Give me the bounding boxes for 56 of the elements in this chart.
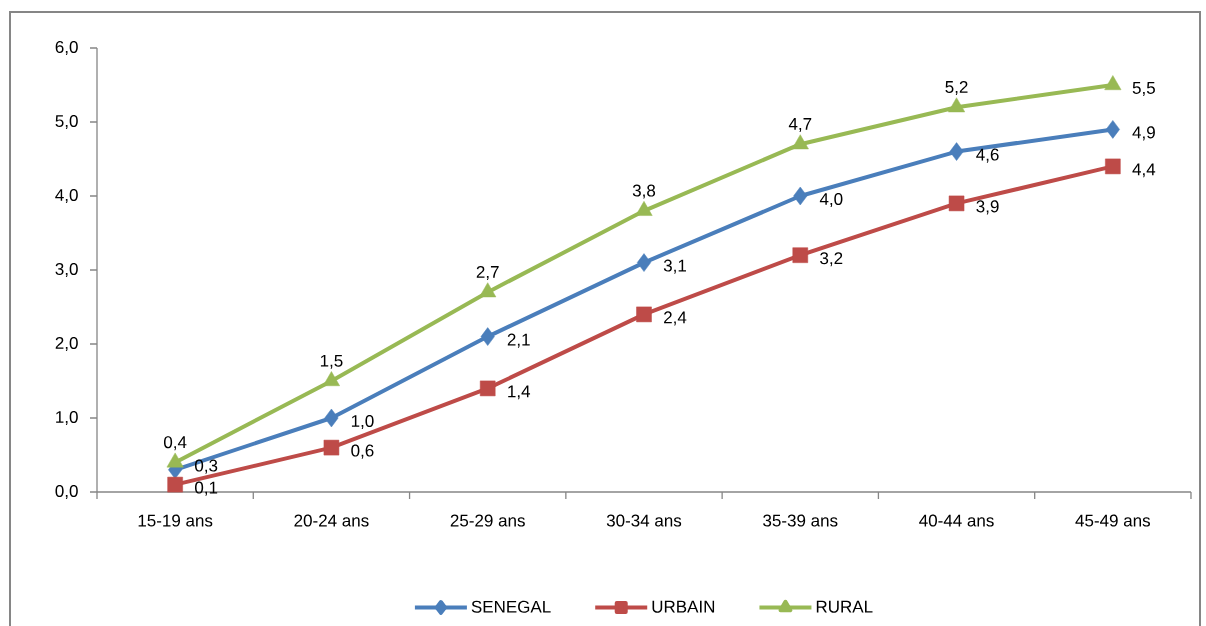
- point: [636, 253, 651, 272]
- point: [635, 201, 653, 216]
- y-tick-label: 4,0: [55, 188, 78, 204]
- data-label: 4,4: [1132, 163, 1156, 178]
- data-label: 2,4: [664, 311, 687, 326]
- data-label: 1,0: [351, 414, 374, 430]
- point: [479, 282, 497, 298]
- data-label: 2,7: [476, 265, 499, 280]
- data-label: 0,1: [195, 481, 218, 496]
- x-tick-label: 40-44 ans: [919, 514, 994, 527]
- y-tick-label: 3,0: [55, 262, 78, 278]
- legend-label: URBAIN: [652, 600, 715, 613]
- data-label: 3,8: [632, 184, 656, 199]
- point: [791, 134, 809, 150]
- point: [1104, 75, 1122, 90]
- x-tick-label: 45-49 ans: [1075, 514, 1150, 527]
- point: [1105, 158, 1121, 175]
- data-label: 5,2: [945, 80, 968, 95]
- x-tick-label: 20-24 ans: [294, 514, 369, 527]
- legend-label: SENEGAL: [471, 600, 551, 613]
- data-label: 3,1: [663, 259, 686, 274]
- point: [636, 306, 652, 323]
- point: [948, 97, 966, 113]
- data-label: 1,5: [320, 354, 343, 369]
- x-tick-label: 35-39 ans: [763, 514, 838, 527]
- point: [324, 408, 339, 428]
- point: [167, 476, 183, 493]
- data-label: 2,1: [507, 333, 530, 348]
- point: [1105, 120, 1120, 139]
- point: [792, 247, 809, 263]
- data-label: 4,6: [976, 148, 999, 163]
- data-label: 1,4: [508, 385, 531, 400]
- data-label: 4,0: [819, 192, 843, 208]
- y-tick-label: 2,0: [55, 336, 78, 352]
- point: [793, 186, 808, 206]
- y-tick-label: 6,0: [55, 40, 78, 56]
- data-label: 0,4: [163, 436, 187, 451]
- y-tick-label: 0,0: [55, 484, 78, 500]
- legend-label: RURAL: [816, 600, 873, 613]
- data-label: 4,9: [1132, 126, 1155, 141]
- point: [479, 380, 496, 397]
- x-tick-label: 30-34 ans: [606, 514, 682, 527]
- x-tick-label: 25-29 ans: [450, 514, 525, 527]
- data-label: 0,6: [351, 444, 374, 459]
- point: [948, 195, 965, 212]
- data-label: 3,9: [976, 200, 999, 215]
- y-tick-label: 5,0: [55, 114, 78, 130]
- point: [949, 142, 964, 161]
- data-label: 3,2: [820, 252, 843, 267]
- point: [480, 327, 495, 346]
- data-label: 4,7: [788, 118, 812, 132]
- data-label: 0,3: [195, 459, 218, 474]
- x-tick-label: 15-19 ans: [138, 514, 213, 527]
- data-label: 5,5: [1132, 82, 1155, 96]
- point: [323, 439, 340, 456]
- y-tick-label: 1,0: [56, 410, 78, 426]
